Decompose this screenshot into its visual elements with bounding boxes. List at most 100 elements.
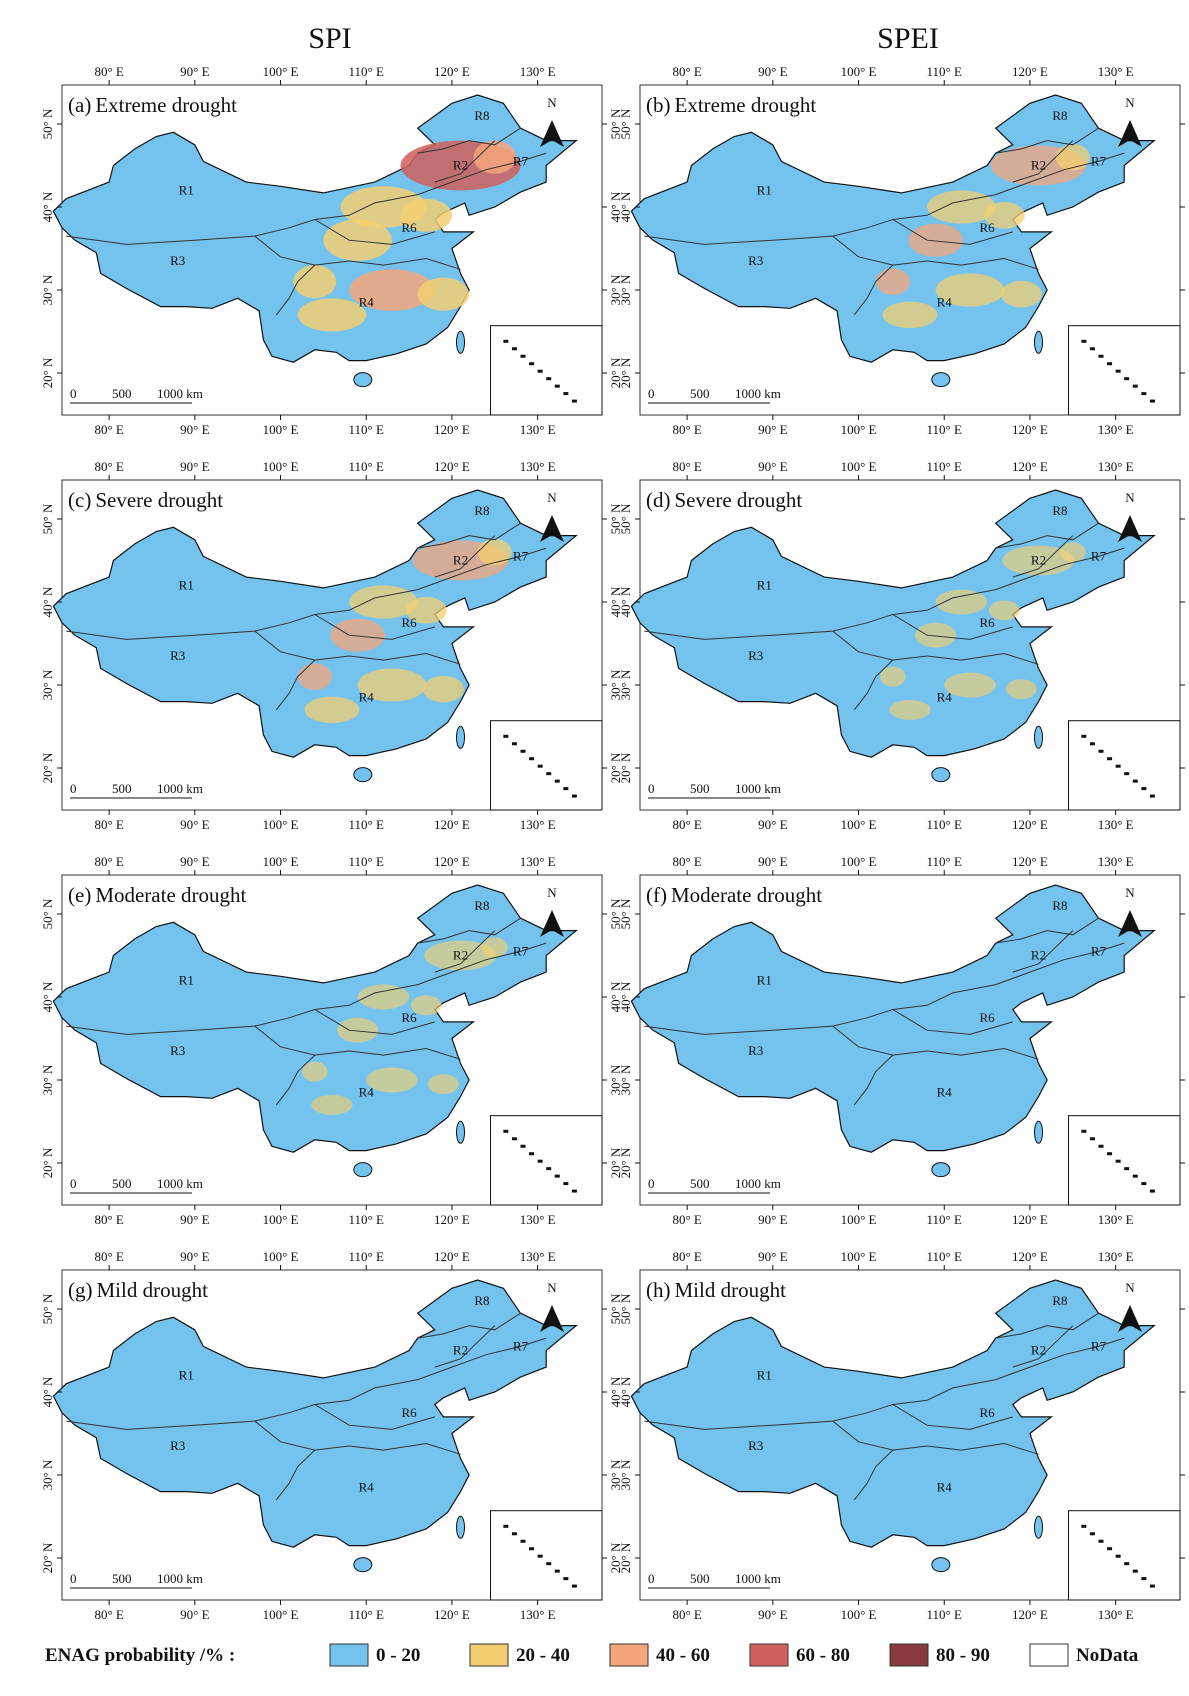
region-label: R1 [179, 1368, 194, 1383]
region-border [995, 917, 1099, 944]
lat-tick-label: 20° N [618, 752, 633, 783]
lon-tick-label: 120° E [434, 854, 470, 869]
region-label: R2 [453, 948, 468, 963]
lat-tick-label: 40° N [618, 981, 633, 1012]
lat-tick-label: 40° N [1186, 191, 1189, 222]
drought-patch [349, 585, 418, 619]
lon-tick-label: 130° E [1098, 817, 1134, 832]
scale-label: 1000 km [735, 1571, 781, 1586]
drought-patch [481, 937, 508, 958]
inset-island [1149, 399, 1155, 403]
region-border [417, 522, 521, 549]
panel-name: Severe drought [95, 488, 223, 512]
drought-patch [879, 666, 906, 687]
lon-tick-label: 80° E [94, 817, 123, 832]
scale-label: 500 [690, 386, 710, 401]
drought-patch [882, 301, 938, 329]
region-border [1012, 140, 1074, 183]
lon-tick-label: 80° E [94, 64, 123, 79]
drought-patch [410, 995, 442, 1016]
lat-tick-label: 40° N [618, 586, 633, 617]
panel-title: (h) Mild drought [646, 1278, 786, 1302]
lon-tick-label: 120° E [1012, 1249, 1048, 1264]
north-arrow [1118, 515, 1142, 542]
lon-tick-label: 110° E [927, 1212, 962, 1227]
lon-tick-label: 80° E [672, 64, 701, 79]
drought-patch [875, 268, 910, 295]
inset-island [537, 1159, 543, 1163]
lon-tick-label: 80° E [94, 1607, 123, 1622]
legend-label: NoData [1076, 1645, 1139, 1666]
region-border [853, 1054, 894, 1106]
panel-title: (a) Extreme drought [68, 93, 237, 117]
inset-island [511, 1137, 517, 1141]
region-border [314, 1009, 435, 1035]
map-panel: R1 R2 R3 R4 R6 R7 R8 N 0 500 1000 km (f) Moderate dr… [618, 854, 1189, 1227]
lon-tick-label: 130° E [1098, 64, 1134, 79]
lon-tick-label: 80° E [94, 422, 123, 437]
region-border [644, 942, 1125, 1035]
lat-tick-label: 50° N [608, 1293, 623, 1324]
scale-label: 0 [648, 781, 655, 796]
region-label: R8 [1052, 1293, 1067, 1308]
island [1034, 725, 1044, 749]
inset-island [1141, 392, 1147, 396]
region-border [417, 917, 521, 944]
inset-island [571, 794, 577, 798]
inset-island [1098, 749, 1104, 753]
region-border [314, 1404, 435, 1430]
inset-island [554, 779, 560, 783]
lon-tick-label: 80° E [94, 854, 123, 869]
lon-tick-label: 120° E [434, 1249, 470, 1264]
lat-tick-label: 30° N [618, 1064, 633, 1095]
lon-tick-label: 110° E [349, 422, 384, 437]
drought-patch [400, 198, 452, 232]
region-label: R4 [359, 1085, 375, 1100]
drought-patch [311, 1094, 353, 1115]
drought-patch [297, 298, 367, 332]
inset-island [571, 1584, 577, 1588]
region-border [275, 659, 316, 711]
drought-patch [1055, 143, 1090, 171]
lon-tick-label: 120° E [434, 64, 470, 79]
inset-island [503, 339, 509, 343]
inset-island [520, 1144, 526, 1148]
drought-patch [473, 140, 517, 174]
region-label: R2 [1031, 553, 1046, 568]
lon-tick-label: 120° E [434, 817, 470, 832]
drought-patch [405, 597, 447, 624]
lon-tick-label: 130° E [1098, 459, 1134, 474]
lat-tick-label: 30° N [608, 669, 623, 700]
lon-tick-label: 120° E [1012, 1607, 1048, 1622]
inset-island [554, 1569, 560, 1573]
region-border [995, 1312, 1099, 1339]
lon-tick-label: 80° E [94, 1212, 123, 1227]
drought-patch [1005, 679, 1037, 700]
lat-tick-label: 30° N [40, 274, 55, 305]
lon-tick-label: 110° E [927, 459, 962, 474]
drought-patch [357, 668, 427, 702]
lon-tick-label: 120° E [434, 459, 470, 474]
region-border [1012, 1325, 1074, 1368]
lon-tick-label: 120° E [1012, 817, 1048, 832]
region-label: R1 [757, 183, 772, 198]
inset-island [1124, 772, 1130, 776]
inset-box [1068, 720, 1181, 811]
region-label: R8 [474, 108, 489, 123]
lon-tick-label: 130° E [1098, 1607, 1134, 1622]
drought-patch [366, 1067, 418, 1093]
inset-island [529, 1152, 535, 1156]
scale-label: 500 [690, 781, 710, 796]
region-border [254, 630, 461, 665]
inset-island [1089, 347, 1095, 351]
scale-label: 0 [648, 386, 655, 401]
region-label: R3 [170, 253, 185, 268]
panel-title: (b) Extreme drought [646, 93, 816, 117]
inset-box [490, 720, 603, 811]
region-label: R1 [179, 183, 194, 198]
country-shape [52, 1279, 578, 1548]
scale-label: 0 [70, 386, 77, 401]
region-label: R2 [1031, 948, 1046, 963]
region-border [995, 127, 1099, 154]
lat-tick-label: 50° N [40, 898, 55, 929]
